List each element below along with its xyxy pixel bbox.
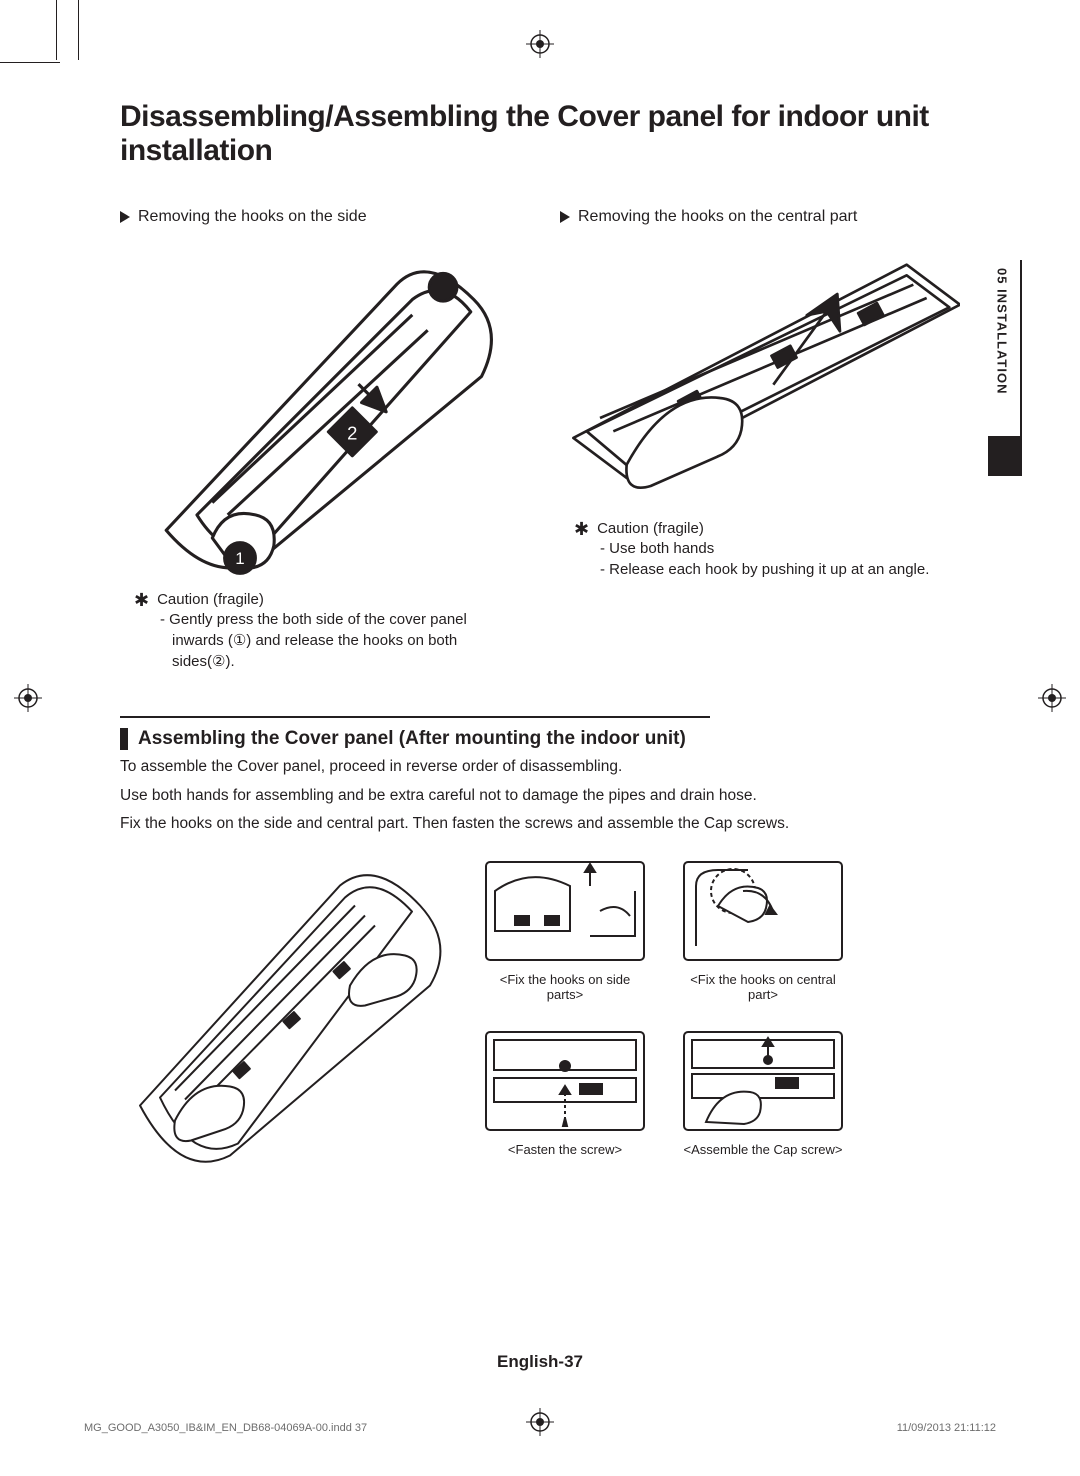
page-number: English-37 xyxy=(0,1352,1080,1372)
assemble-cap-screw-illustration xyxy=(678,1026,848,1136)
triangle-bullet-icon xyxy=(560,211,570,223)
section-tab-label: 05 INSTALLATION xyxy=(995,260,1010,412)
step-heading: Removing the hooks on the central part xyxy=(560,208,960,226)
section-heading-text: Assembling the Cover panel (After mounti… xyxy=(138,728,686,750)
timestamp-label: 11/09/2013 21:11:12 xyxy=(897,1422,996,1434)
bullet-item: Release each hook by pushing it up at an… xyxy=(600,559,960,580)
illustration-caption: <Fix the hooks on central part> xyxy=(678,972,848,1002)
fasten-screw-illustration xyxy=(480,1026,650,1136)
illustration-caption: <Assemble the Cap screw> xyxy=(678,1142,848,1157)
footer-metadata: MG_GOOD_A3050_IB&IM_EN_DB68-04069A-00.in… xyxy=(84,1422,996,1434)
caution-label: Caution (fragile) xyxy=(597,520,704,538)
right-column: Removing the hooks on the central part xyxy=(560,208,960,672)
section-tab-marker xyxy=(988,436,1022,476)
illustration-caption: <Fix the hooks on side parts> xyxy=(480,972,650,1002)
caution-row: ✱ Caution (fragile) xyxy=(574,520,960,538)
assembly-illustrations: <Fix the hooks on side parts> <Fix the h… xyxy=(120,856,960,1175)
page-content: Disassembling/Assembling the Cover panel… xyxy=(120,100,960,1175)
source-file-label: MG_GOOD_A3050_IB&IM_EN_DB68-04069A-00.in… xyxy=(84,1422,367,1434)
left-column: Removing the hooks on the side 2 1 xyxy=(120,208,520,672)
caution-label: Caution (fragile) xyxy=(157,591,264,609)
side-hooks-illustration: 2 1 xyxy=(120,238,520,576)
disassembly-columns: Removing the hooks on the side 2 1 xyxy=(120,208,960,672)
section-heading: Assembling the Cover panel (After mounti… xyxy=(120,728,960,750)
svg-text:2: 2 xyxy=(347,423,357,444)
bullet-item: Gently press the both side of the cover … xyxy=(160,609,520,672)
registration-mark-icon xyxy=(1038,684,1066,712)
section-tab: 05 INSTALLATION xyxy=(988,260,1016,412)
bullet-item: Use both hands xyxy=(600,538,960,559)
crop-mark xyxy=(56,0,57,60)
registration-mark-icon xyxy=(526,30,554,58)
paragraph: Use both hands for assembling and be ext… xyxy=(120,785,960,807)
asterisk-icon: ✱ xyxy=(574,520,589,538)
heading-bar-icon xyxy=(120,728,128,750)
section-tab-line xyxy=(1020,260,1022,436)
caution-bullets: Gently press the both side of the cover … xyxy=(160,609,520,672)
crop-mark xyxy=(0,62,60,63)
caution-bullets: Use both hands Release each hook by push… xyxy=(600,538,960,580)
page-title: Disassembling/Assembling the Cover panel… xyxy=(120,100,960,168)
central-hooks-illustration xyxy=(560,238,960,505)
illustration-caption: <Fasten the screw> xyxy=(480,1142,650,1157)
section-rule xyxy=(120,716,710,718)
svg-text:1: 1 xyxy=(235,549,244,568)
registration-mark-icon xyxy=(14,684,42,712)
assembly-main-illustration xyxy=(120,856,460,1175)
step-text: Removing the hooks on the central part xyxy=(578,208,857,226)
paragraph: Fix the hooks on the side and central pa… xyxy=(120,813,960,835)
fix-central-hooks-illustration xyxy=(678,856,848,966)
caution-row: ✱ Caution (fragile) xyxy=(134,591,520,609)
assembly-steps-grid: <Fix the hooks on side parts> <Fix the h… xyxy=(480,856,858,1175)
crop-mark xyxy=(78,0,79,60)
paragraph: To assemble the Cover panel, proceed in … xyxy=(120,756,960,778)
step-text: Removing the hooks on the side xyxy=(138,208,367,226)
triangle-bullet-icon xyxy=(120,211,130,223)
step-heading: Removing the hooks on the side xyxy=(120,208,520,226)
fix-side-hooks-illustration xyxy=(480,856,650,966)
asterisk-icon: ✱ xyxy=(134,591,149,609)
